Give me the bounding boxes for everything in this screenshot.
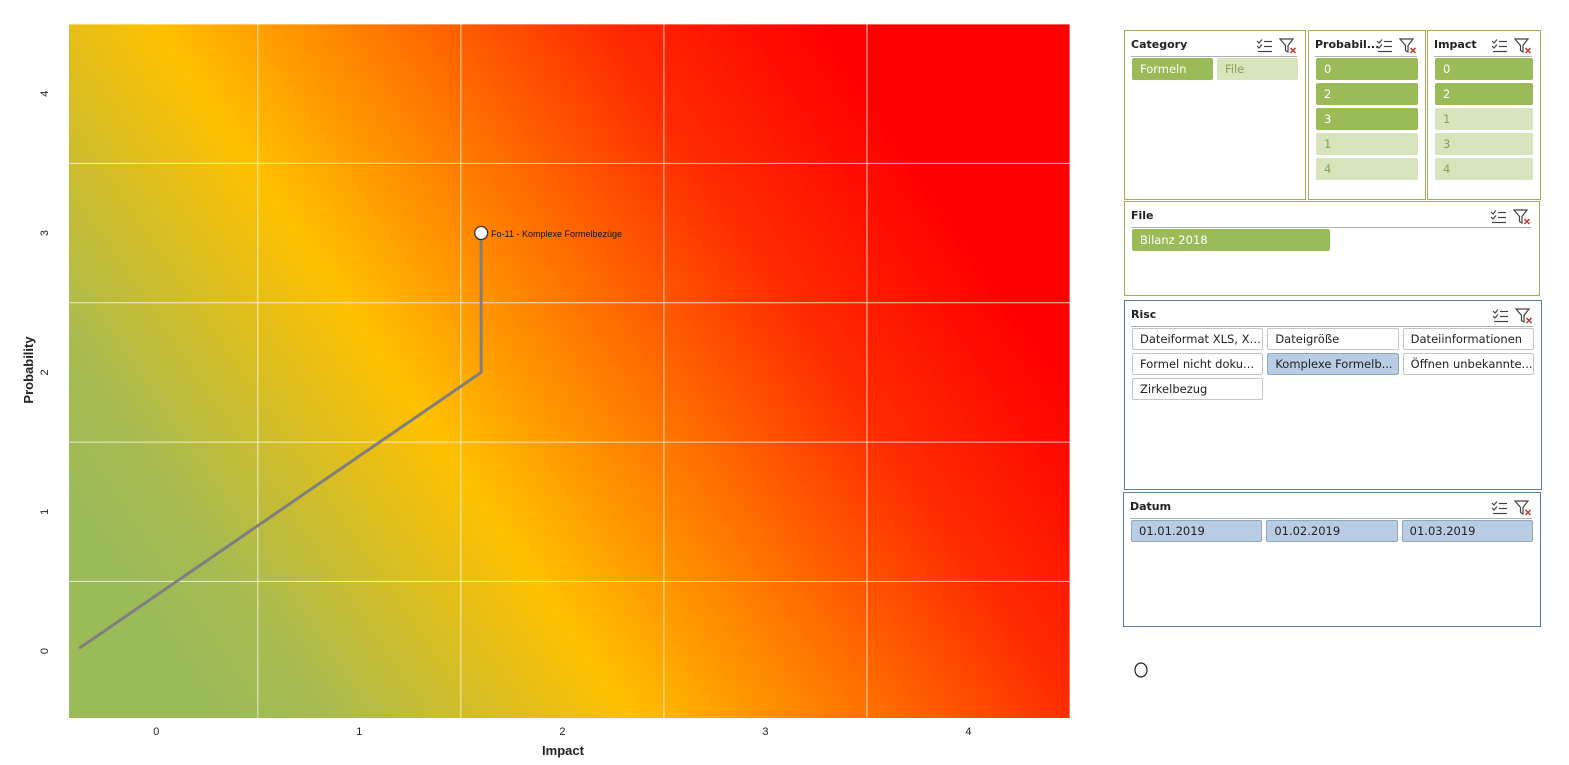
x-tick-label: 3: [762, 726, 768, 738]
slicer-file-items: Bilanz 2018: [1132, 229, 1532, 251]
slicer-datum-title: Datum: [1130, 500, 1172, 513]
slicer-probability-item[interactable]: 3: [1316, 108, 1418, 130]
slicer-header-icons: [1491, 306, 1533, 326]
slicer-category-items: Formeln File: [1132, 58, 1298, 80]
slicer-impact-item[interactable]: 3: [1435, 133, 1533, 155]
slicer-file: File Bilanz 2018: [1124, 201, 1540, 296]
slicer-impact-item[interactable]: 1: [1435, 108, 1533, 130]
slicer-category-item[interactable]: File: [1217, 58, 1298, 80]
slicer-datum-item[interactable]: 01.01.2019: [1131, 520, 1263, 542]
slicer-header-icons: [1375, 36, 1417, 56]
multi-select-icon[interactable]: [1255, 38, 1273, 54]
slicer-risc-item[interactable]: Zirkelbezug: [1132, 378, 1264, 400]
slicer-probability-item[interactable]: 2: [1316, 83, 1418, 105]
multi-select-icon[interactable]: [1489, 209, 1507, 225]
plot-area: [69, 24, 1070, 718]
slicer-risc-header: Risc: [1131, 306, 1533, 327]
slicer-impact-item[interactable]: 2: [1435, 83, 1533, 105]
slicer-header-icons: [1489, 207, 1531, 227]
slicer-category-header: Category: [1131, 36, 1297, 57]
clear-filter-icon[interactable]: [1514, 500, 1532, 516]
series-marks: [78, 233, 483, 650]
slicer-category-title: Category: [1131, 38, 1188, 51]
clear-filter-icon[interactable]: [1399, 38, 1417, 54]
y-axis-title: Probability: [21, 336, 36, 404]
clear-filter-icon[interactable]: [1279, 38, 1297, 54]
mouse-cursor-icon: [1134, 662, 1148, 678]
x-tick-label: 2: [559, 726, 565, 738]
slicer-datum-item[interactable]: 01.03.2019: [1401, 520, 1533, 542]
y-tick-label: 4: [39, 91, 51, 97]
x-tick-label: 0: [153, 726, 159, 738]
clear-filter-icon[interactable]: [1515, 308, 1533, 324]
clear-filter-icon[interactable]: [1513, 209, 1531, 225]
slicer-file-title: File: [1131, 209, 1154, 222]
slicer-risc-title: Risc: [1131, 308, 1157, 321]
slicer-header-icons: [1255, 36, 1297, 56]
slicer-risc-item[interactable]: Dateiinformationen: [1402, 328, 1534, 350]
y-tick-label: 3: [39, 230, 51, 236]
x-tick-labels: 0 1 2 3 4: [153, 726, 971, 738]
y-tick-label: 0: [39, 648, 51, 654]
slicer-file-header: File: [1131, 207, 1531, 228]
slicer-probability-item[interactable]: 1: [1316, 133, 1418, 155]
slicer-datum: Datum 01.01.2019 01.02.2019 01.03.2019: [1123, 492, 1541, 627]
slicer-impact-header: Impact: [1434, 36, 1532, 57]
slicer-risc-item[interactable]: Komplexe Formelb...: [1267, 353, 1399, 375]
slicer-category-item[interactable]: Formeln: [1132, 58, 1213, 80]
slicer-probability-header: Probabil...: [1315, 36, 1417, 57]
x-tick-label: 4: [965, 726, 971, 738]
slicer-risc-items: Dateiformat XLS, XL... Dateigröße Dateiinf…: [1132, 328, 1534, 400]
slicer-risc-item[interactable]: Formel nicht doku...: [1132, 353, 1264, 375]
slicer-datum-header: Datum: [1130, 498, 1532, 519]
slicer-probability: Probabil... 0 2 3 1 4: [1308, 30, 1426, 200]
slicer-risc-item[interactable]: Öffnen unbekannte...: [1402, 353, 1534, 375]
slicer-probability-item[interactable]: 4: [1316, 158, 1418, 180]
slicer-probability-item[interactable]: 0: [1316, 58, 1418, 80]
gridlines: [69, 23, 1071, 718]
clear-filter-icon[interactable]: [1514, 38, 1532, 54]
multi-select-icon[interactable]: [1491, 308, 1509, 324]
x-axis-title: Impact: [542, 743, 585, 758]
multi-select-icon[interactable]: [1490, 38, 1508, 54]
slicer-risc-item[interactable]: Dateigröße: [1267, 328, 1399, 350]
y-tick-label: 2: [39, 369, 51, 375]
series-line: [78, 233, 483, 650]
slicer-impact-title: Impact: [1434, 38, 1477, 51]
data-labels: Fo-11 - Komplexe Formelbezüge: [474, 225, 622, 241]
slicer-header-icons: [1490, 498, 1532, 518]
y-tick-labels: 0 1 2 3 4: [39, 91, 51, 655]
slicer-file-item[interactable]: Bilanz 2018: [1132, 229, 1330, 251]
data-point-label: Fo-11 - Komplexe Formelbezüge: [491, 229, 622, 239]
slicer-impact-items: 0 2 1 3 4: [1435, 58, 1533, 180]
y-tick-label: 1: [39, 509, 51, 515]
slicer-impact-item[interactable]: 0: [1435, 58, 1533, 80]
risk-matrix-chart: Fo-11 - Komplexe Formelbezüge 0 1 2 3 4 0 1 2 3…: [21, 23, 1071, 758]
data-point-marker[interactable]: [474, 225, 489, 241]
multi-select-icon[interactable]: [1490, 500, 1508, 516]
slicer-datum-item[interactable]: 01.02.2019: [1266, 520, 1398, 542]
slicer-risc: Risc Dateiformat XLS, XL... Dateigröße Dat…: [1124, 300, 1542, 490]
slicer-impact-item[interactable]: 4: [1435, 158, 1533, 180]
slicer-impact: Impact 0 2 1 3 4: [1427, 30, 1541, 200]
multi-select-icon[interactable]: [1375, 38, 1393, 54]
slicer-datum-items: 01.01.2019 01.02.2019 01.03.2019: [1131, 520, 1533, 542]
slicer-category: Category Formeln File: [1124, 30, 1306, 200]
slicer-probability-items: 0 2 3 1 4: [1316, 58, 1418, 180]
slicer-header-icons: [1490, 36, 1532, 56]
slicer-risc-item[interactable]: Dateiformat XLS, XL...: [1132, 328, 1264, 350]
slicer-probability-title: Probabil...: [1315, 38, 1380, 51]
x-tick-label: 1: [356, 726, 362, 738]
